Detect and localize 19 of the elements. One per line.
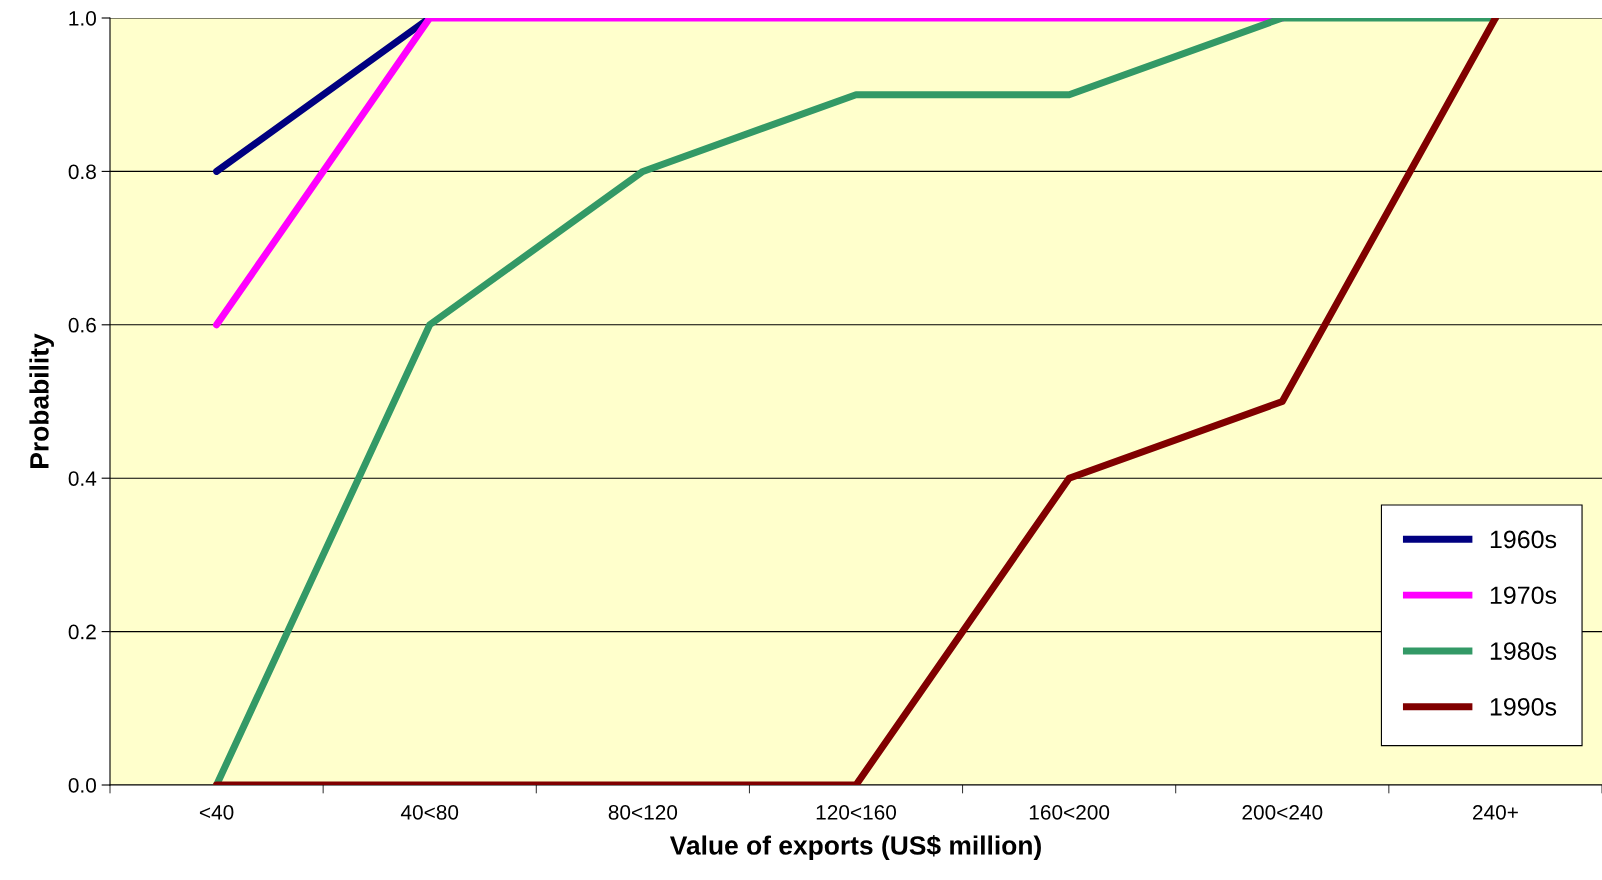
- y-tick-label: 0.2: [68, 624, 96, 640]
- x-tick-label: 40<80: [400, 804, 459, 820]
- x-tick-label: 160<200: [1029, 804, 1110, 820]
- x-tick-label: 200<240: [1242, 804, 1323, 820]
- y-axis-title: Probability: [29, 333, 54, 468]
- x-axis-title: Value of exports (US$ million): [669, 834, 1041, 861]
- legend-label: 1990s: [1490, 698, 1557, 716]
- legend-label: 1960s: [1490, 530, 1557, 549]
- y-tick-label: 0.0: [68, 778, 96, 793]
- x-tick-label: 80<120: [608, 804, 678, 820]
- x-tick-label: 120<160: [816, 804, 897, 820]
- y-tick-label: 0.4: [68, 471, 97, 486]
- y-tick-label: 0.6: [68, 317, 96, 333]
- x-tick-label: 240+: [1473, 804, 1518, 820]
- x-tick-label: <40: [199, 804, 234, 820]
- legend-label: 1980s: [1490, 642, 1557, 660]
- y-tick-label: 0.8: [68, 164, 96, 180]
- legend-label: 1970s: [1490, 586, 1557, 605]
- y-tick-label: 1.0: [69, 11, 96, 26]
